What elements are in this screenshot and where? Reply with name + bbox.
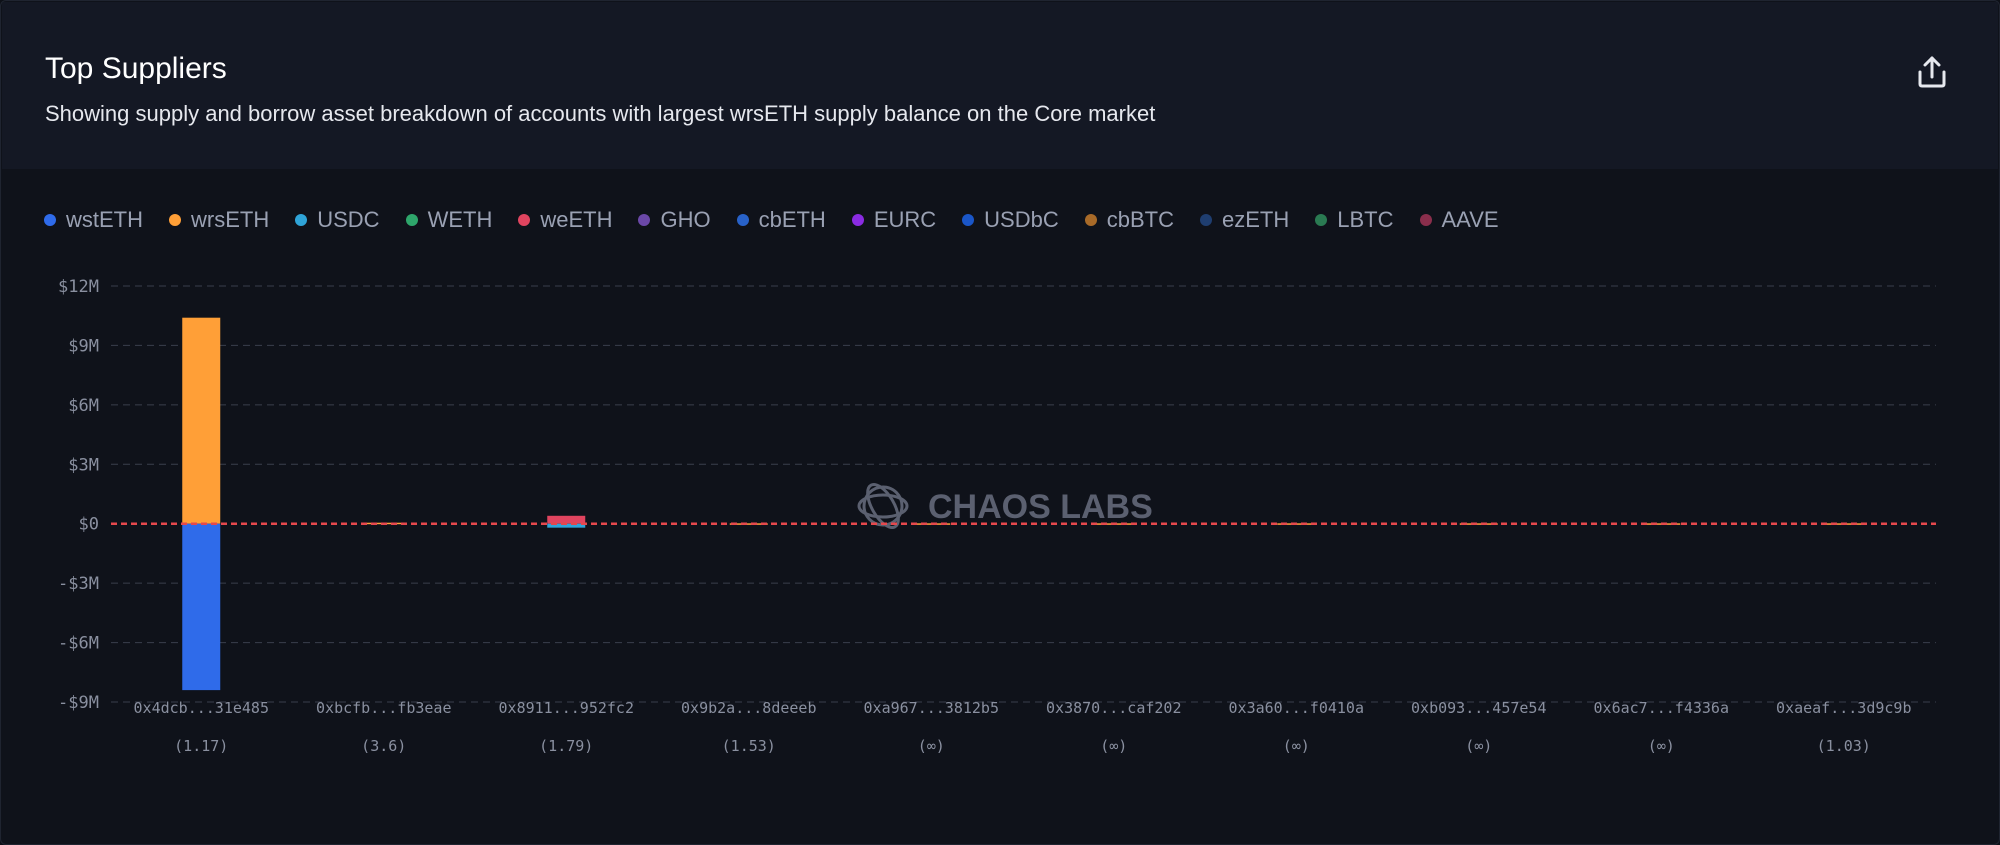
x-tick-label: 0x4dcb...31e485: [134, 699, 269, 717]
legend-item-usdbc[interactable]: USDbC: [962, 207, 1059, 233]
x-tick-sublabel: (∞): [1283, 737, 1310, 755]
legend-label: wrsETH: [191, 207, 270, 232]
legend-dot: [638, 214, 651, 226]
x-tick-label: 0xbcfb...fb3eae: [316, 699, 451, 717]
legend-dot: [736, 214, 749, 226]
x-tick-sublabel: (1.53): [722, 737, 776, 755]
legend-dot: [518, 214, 531, 226]
y-tick-label: $6M: [68, 396, 99, 416]
legend-item-gho[interactable]: GHO: [638, 207, 711, 233]
legend-item-usdc[interactable]: USDC: [295, 207, 380, 233]
legend-label: LBTC: [1337, 207, 1394, 232]
legend-item-eurc[interactable]: EURC: [851, 207, 937, 233]
legend-dot: [1315, 214, 1328, 226]
x-tick-sublabel: (∞): [1100, 737, 1127, 755]
bar-wsteth-0: [182, 523, 221, 691]
legend-label: GHO: [660, 207, 711, 232]
x-tick-label: 0xa967...3812b5: [864, 699, 999, 717]
legend-dot: [962, 214, 975, 226]
y-tick-label: -$3M: [58, 574, 99, 594]
chaos-labs-logo-icon: [857, 483, 909, 529]
bar-usdc-2: [547, 523, 586, 528]
x-tick-label: 0x9b2a...8deeeb: [681, 699, 816, 717]
y-tick-label: $3M: [68, 455, 99, 475]
y-tick-label: $9M: [68, 336, 99, 356]
chart-subtitle: Showing supply and borrow asset breakdow…: [45, 101, 1156, 126]
legend-item-wrseth[interactable]: wrsETH: [169, 207, 269, 233]
legend-label: weETH: [540, 207, 613, 232]
legend-dot: [1084, 214, 1097, 226]
legend-label: WETH: [427, 207, 493, 232]
x-tick-sublabel: (∞): [1465, 737, 1492, 755]
x-tick-sublabel: (1.17): [174, 737, 228, 755]
bar-wrseth-0: [182, 317, 221, 524]
legend-dot: [44, 214, 56, 226]
legend-label: USDbC: [984, 207, 1059, 232]
bar-wrseth-3: [729, 523, 768, 525]
legend-label: cbETH: [758, 207, 826, 232]
legend-item-weeth[interactable]: weETH: [518, 207, 612, 233]
chart-title: Top Suppliers: [45, 52, 227, 85]
legend-item-lbtc[interactable]: LBTC: [1315, 207, 1394, 233]
legend-item-wsteth[interactable]: wstETH: [44, 207, 143, 233]
y-tick-label: -$9M: [58, 693, 99, 713]
legend-dot: [1200, 214, 1212, 226]
legend-item-cbbtc[interactable]: cbBTC: [1084, 207, 1174, 233]
x-tick-label: 0xaeaf...3d9c9b: [1776, 699, 1911, 717]
x-tick-label: 0x3a60...f0410a: [1229, 699, 1364, 717]
legend-dot: [405, 214, 418, 226]
legend-item-aave[interactable]: AAVE: [1419, 207, 1499, 233]
legend-item-cbeth[interactable]: cbETH: [736, 207, 826, 233]
chart-legend: wstETH wrsETH USDC WETH weETH GHO cbETH EURC USD…: [44, 204, 1525, 236]
x-tick-label: 0x3870...caf202: [1046, 699, 1181, 717]
bar-wrseth-7: [1459, 523, 1498, 525]
bar-weeth-2: [547, 515, 586, 524]
legend-label: cbBTC: [1106, 207, 1174, 232]
legend-label: USDC: [317, 207, 380, 232]
legend-dot: [851, 214, 864, 226]
legend-dot: [1419, 214, 1432, 226]
x-tick-label: 0x8911...952fc2: [499, 699, 634, 717]
logo-ring: [862, 485, 904, 527]
y-tick-label: -$6M: [58, 634, 99, 654]
x-tick-sublabel: (∞): [1648, 737, 1675, 755]
legend-item-weth[interactable]: WETH: [405, 207, 493, 233]
legend-label: ezETH: [1222, 207, 1290, 232]
export-button[interactable]: [1910, 50, 1954, 94]
x-tick-sublabel: (3.6): [361, 737, 406, 755]
x-tick-sublabel: (∞): [918, 737, 945, 755]
legend-label: wstETH: [66, 207, 143, 232]
share-upload-icon: [1918, 56, 1946, 88]
x-tick-label: 0x6ac7...f4336a: [1594, 699, 1729, 717]
chaos-labs-watermark: CHAOS LABS: [928, 488, 1153, 526]
legend-label: EURC: [873, 207, 937, 232]
legend-item-ezeth[interactable]: ezETH: [1200, 207, 1289, 233]
x-tick-sublabel: (1.79): [539, 737, 593, 755]
y-tick-label: $12M: [58, 277, 99, 297]
logo-orbit: [857, 493, 909, 519]
x-tick-label: 0xb093...457e54: [1411, 699, 1546, 717]
x-tick-sublabel: (1.03): [1817, 737, 1871, 755]
legend-label: AAVE: [1441, 207, 1499, 232]
card-header: Top Suppliers Showing supply and borrow …: [2, 2, 1998, 169]
legend-dot: [295, 214, 308, 226]
y-tick-label: $0: [79, 515, 99, 535]
logo-orbit: [866, 483, 900, 529]
stacked-bar-chart: $12M $9M $6M $3M $0 -$3M -$6M -$9M CHAOS LABS 0x4…: [58, 277, 1936, 755]
legend-dot: [169, 214, 181, 226]
